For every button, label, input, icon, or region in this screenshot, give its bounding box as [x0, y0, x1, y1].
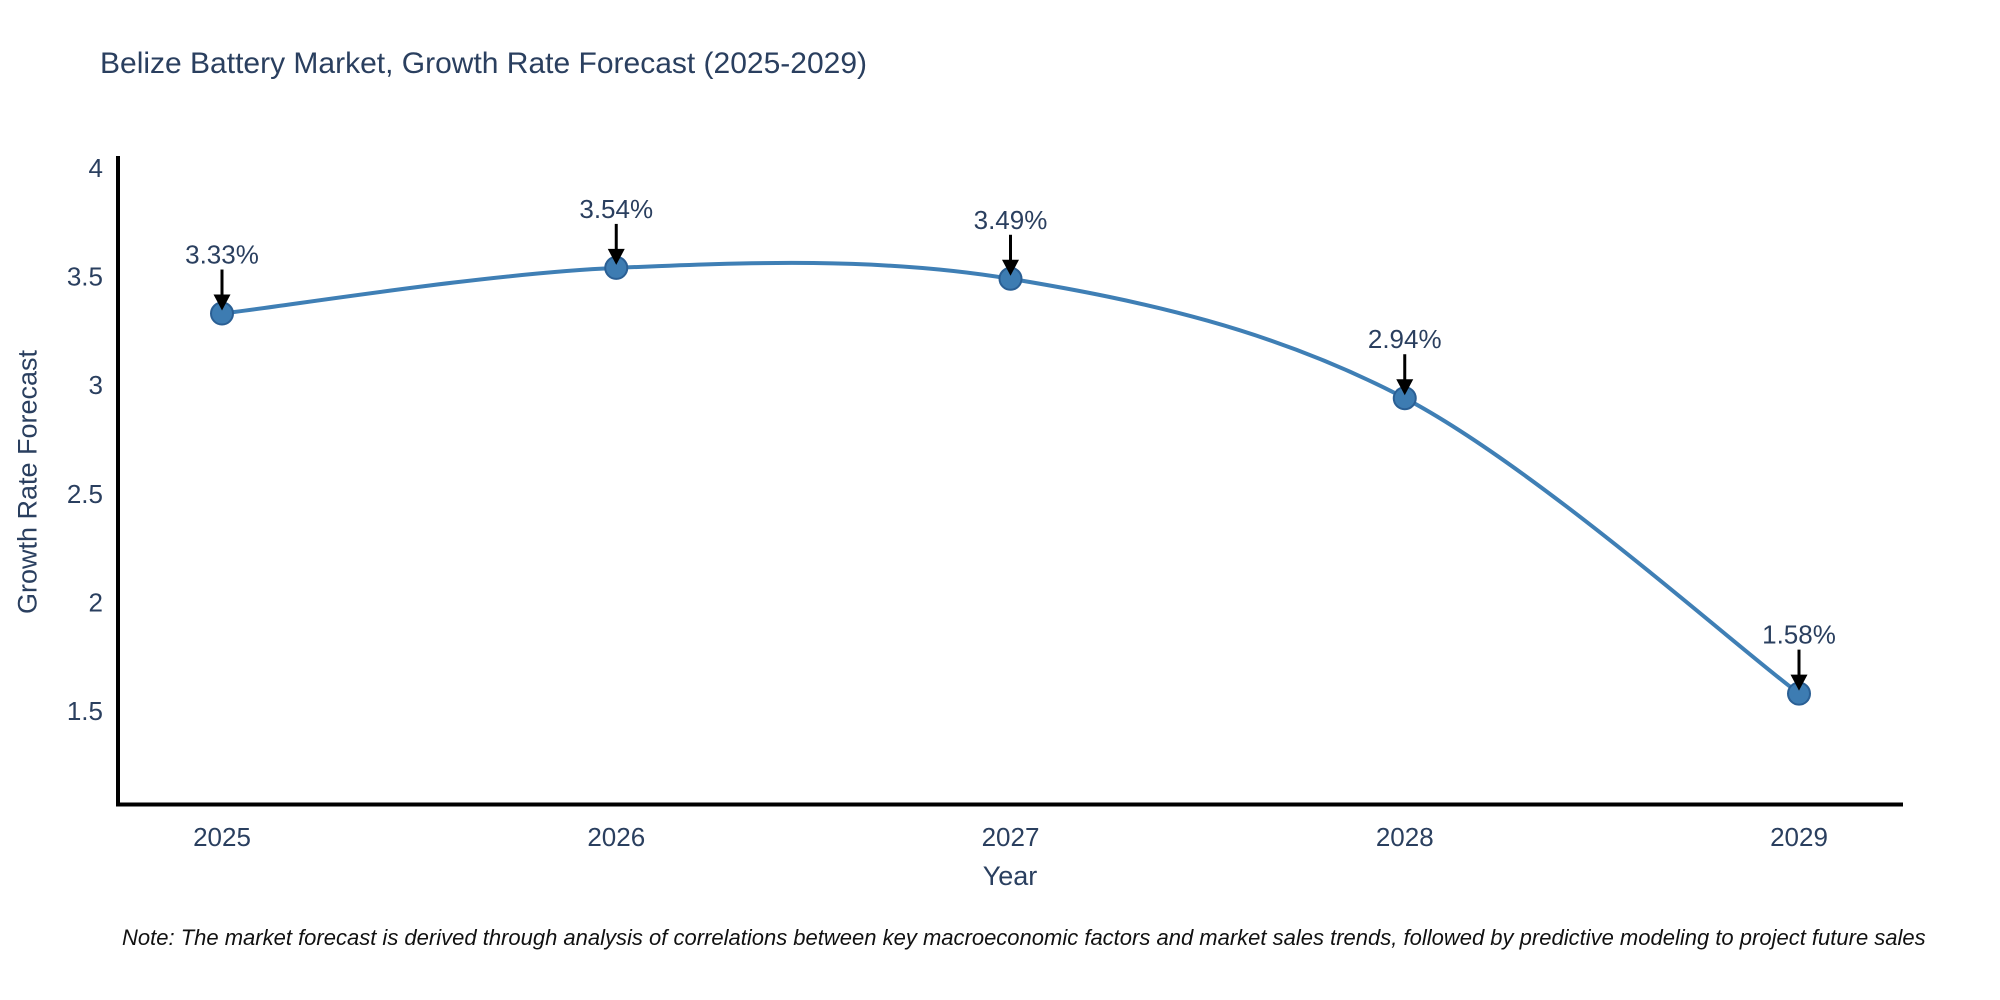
x-tick-label: 2026 — [587, 822, 645, 852]
y-tick-label: 3.5 — [67, 262, 103, 292]
annotation-arrowhead-icon — [1790, 674, 1808, 691]
axes-layer: 4 3.5 3 2.5 2 1.5 2025 2026 2027 2028 2029 — [67, 153, 1903, 852]
y-tick-label: 2.5 — [67, 479, 103, 509]
data-point-label: 2.94% — [1368, 324, 1442, 354]
x-tick-label: 2029 — [1770, 822, 1828, 852]
growth-rate-line — [220, 260, 1801, 696]
annotation-arrowhead-icon — [1396, 379, 1414, 396]
annotation-arrowhead-icon — [213, 294, 231, 311]
point-annotations-layer: 3.33% 3.54% 3.49% 2.94% 1.58% — [185, 194, 1836, 691]
annotation-arrowhead-icon — [607, 248, 625, 265]
x-tick-label: 2028 — [1376, 822, 1434, 852]
x-tick-label: 2025 — [193, 822, 251, 852]
data-point-label: 1.58% — [1762, 620, 1836, 650]
y-tick-label: 2 — [89, 587, 103, 617]
data-point-label: 3.49% — [974, 205, 1048, 235]
y-tick-label: 4 — [89, 153, 103, 183]
footnote: Note: The market forecast is derived thr… — [122, 925, 1926, 950]
y-tick-label: 1.5 — [67, 696, 103, 726]
line-series-layer — [210, 255, 1811, 706]
x-axis-title: Year — [982, 861, 1038, 891]
annotation-arrowhead-icon — [1002, 259, 1019, 276]
y-axis-title: Growth Rate Forecast — [12, 349, 43, 615]
chart-title: Belize Battery Market, Growth Rate Forec… — [100, 47, 867, 80]
data-point-label: 3.54% — [579, 194, 653, 224]
y-tick-label: 3 — [89, 370, 103, 400]
x-tick-label: 2027 — [982, 822, 1040, 852]
data-point-label: 3.33% — [185, 240, 259, 270]
